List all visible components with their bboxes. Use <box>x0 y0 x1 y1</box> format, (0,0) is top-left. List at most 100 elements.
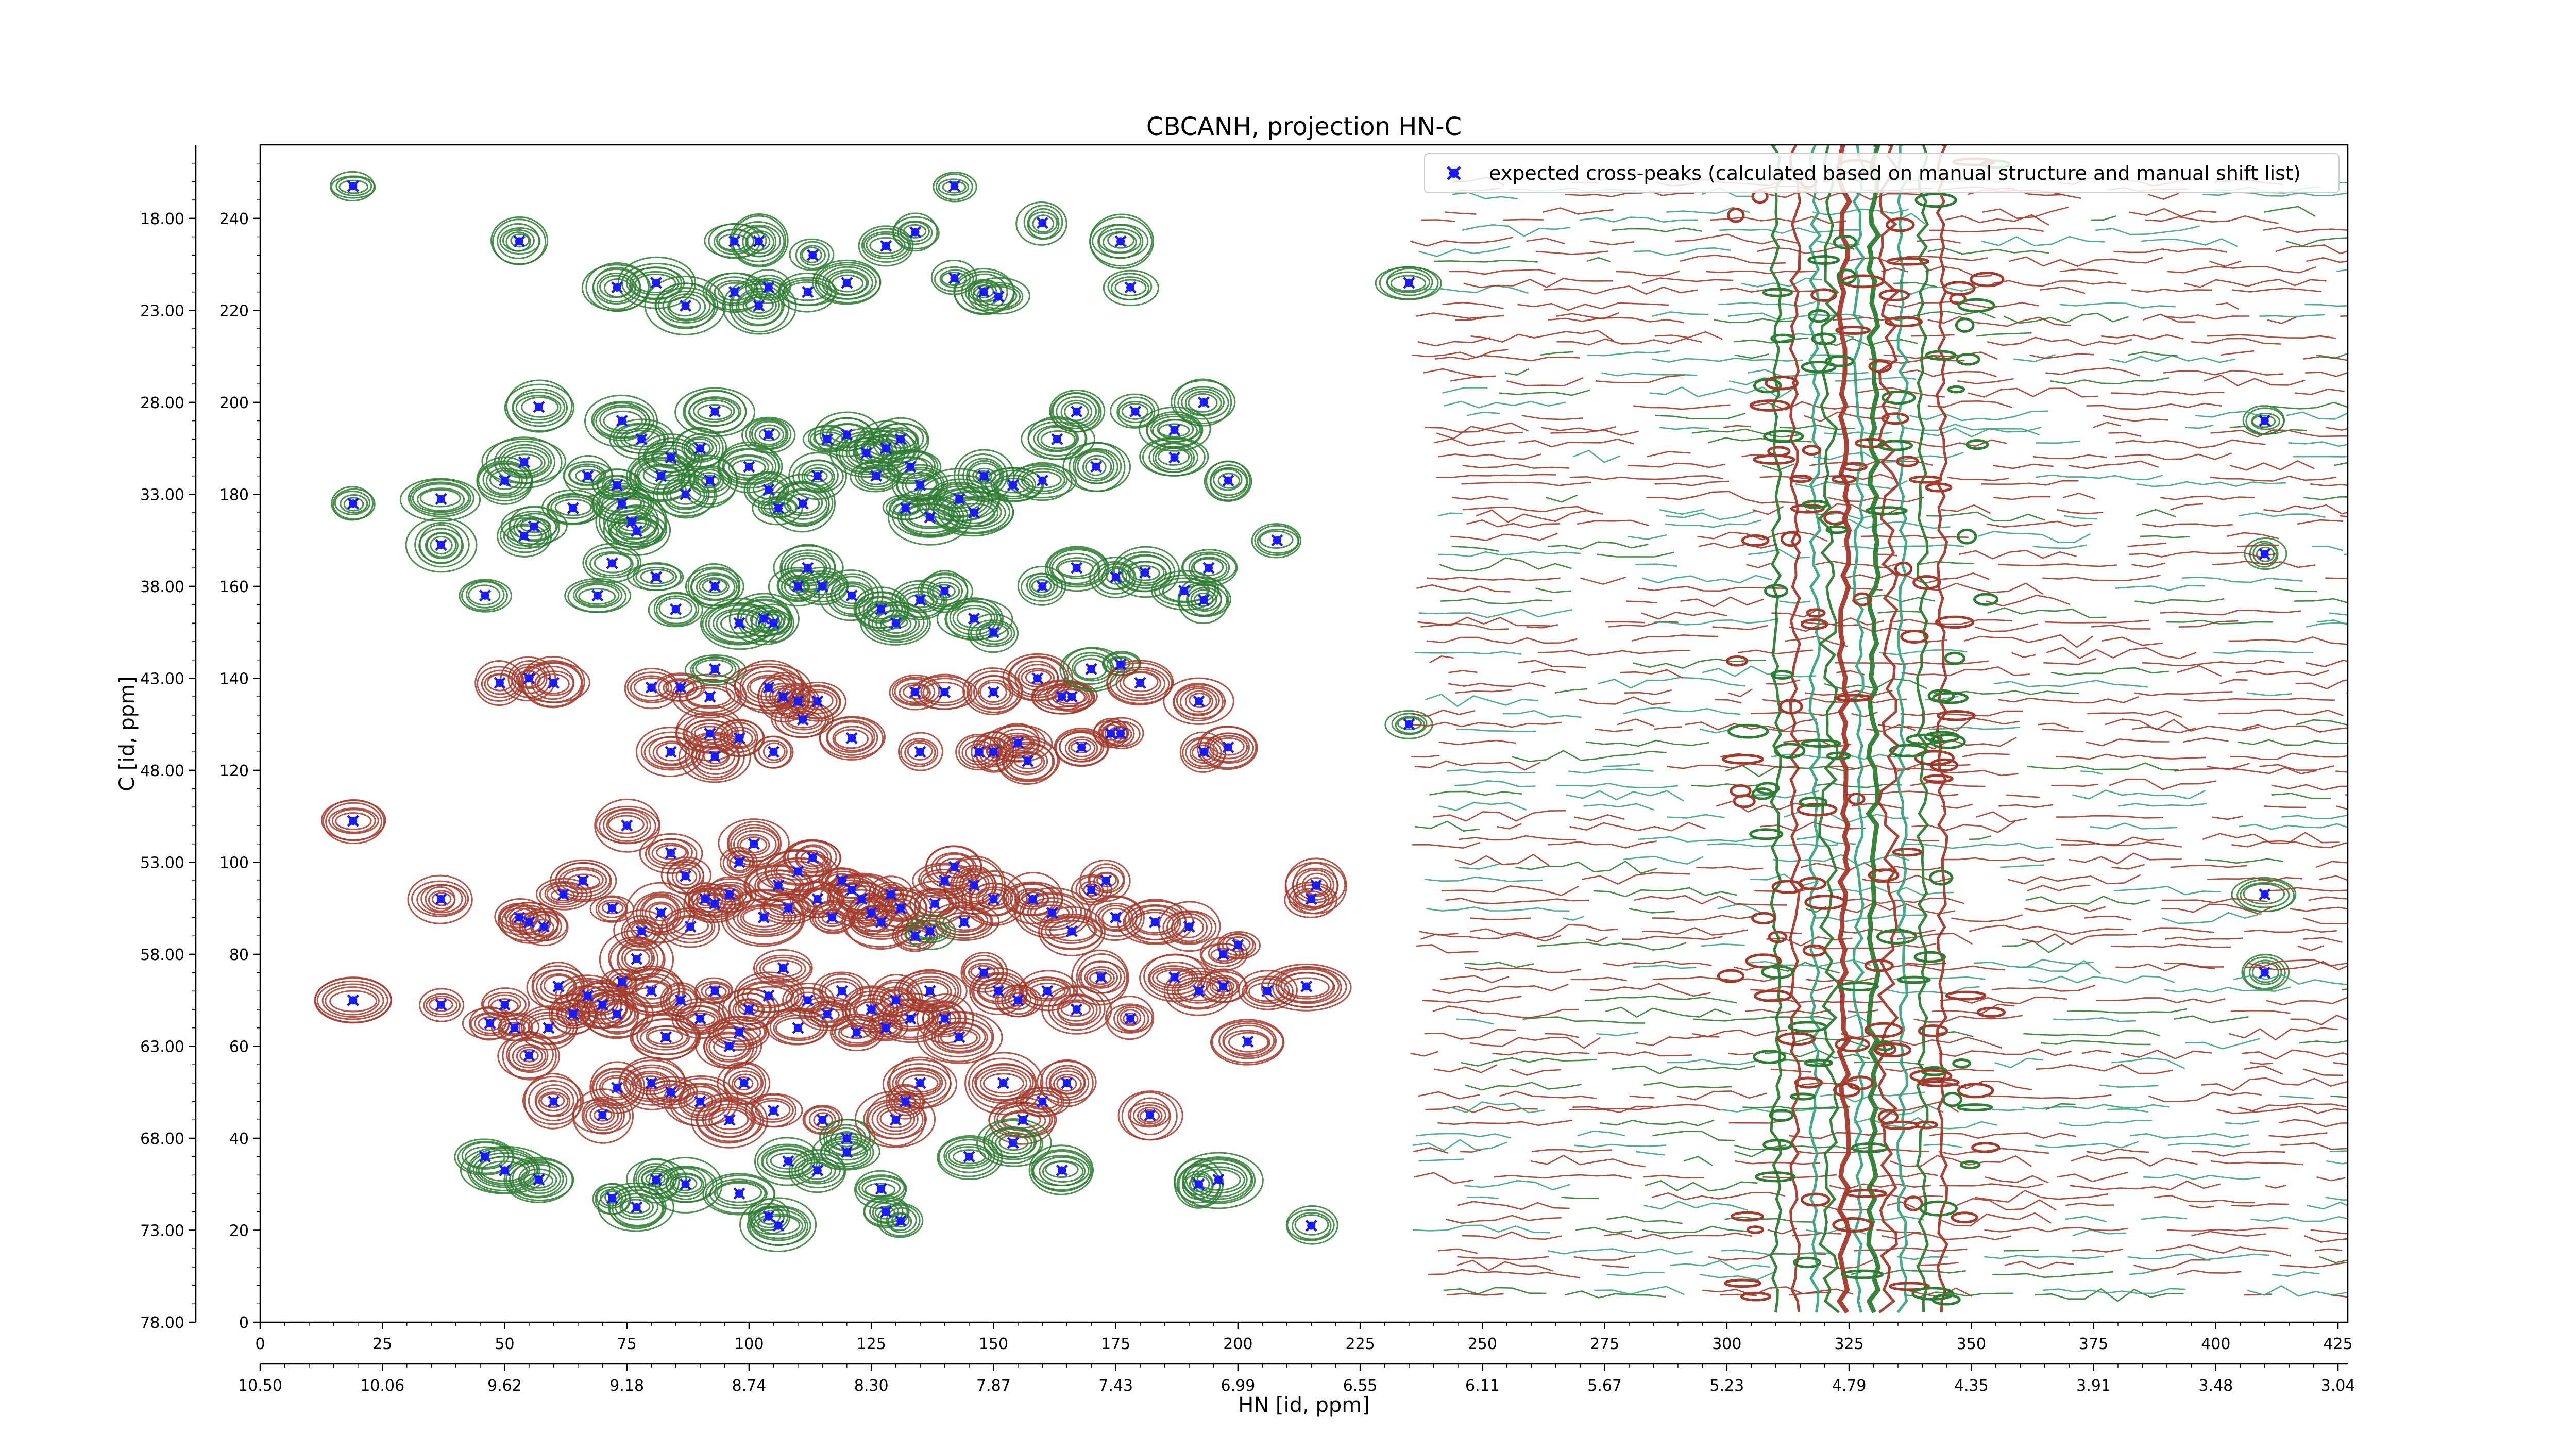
expected-cross-peak-marker <box>767 617 779 629</box>
expected-cross-peak-marker <box>938 686 951 698</box>
x-ppm-tick-label: 8.74 <box>732 1377 767 1395</box>
expected-cross-peak-marker <box>631 525 643 537</box>
positive-peak-contour <box>722 278 797 335</box>
expected-cross-peak-marker <box>890 617 902 629</box>
expected-cross-peak-marker <box>928 898 941 910</box>
negative-peak-contour <box>943 855 1006 915</box>
y-index-tick-label: 40 <box>229 1130 249 1148</box>
expected-cross-peak-marker <box>909 686 922 698</box>
expected-cross-peak-marker <box>611 1008 623 1020</box>
y-ppm-tick-label: 58.00 <box>140 946 184 964</box>
expected-cross-peak-marker <box>1031 672 1044 684</box>
expected-cross-peak-marker <box>2259 888 2271 901</box>
expected-cross-peak-marker <box>635 433 648 445</box>
expected-cross-peak-marker <box>900 502 912 514</box>
expected-cross-peak-marker <box>606 902 618 915</box>
expected-cross-peak-marker <box>582 470 594 482</box>
expected-cross-peak-marker <box>841 277 853 289</box>
expected-cross-peak-marker <box>855 893 868 905</box>
expected-cross-peak-marker <box>1075 741 1088 753</box>
x-index-tick-label: 175 <box>1101 1335 1130 1353</box>
x-index-tick-label: 225 <box>1345 1335 1375 1353</box>
expected-cross-peak-marker <box>977 967 990 979</box>
expected-cross-peak-marker <box>347 815 359 827</box>
expected-cross-peak-marker <box>806 249 819 261</box>
expected-cross-peak-marker <box>772 1220 785 1232</box>
expected-cross-peak-marker <box>938 874 951 887</box>
expected-cross-peak-marker <box>1124 1013 1137 1025</box>
expected-cross-peak-marker <box>811 470 824 482</box>
expected-cross-peak-marker <box>670 603 682 616</box>
expected-cross-peak-marker <box>528 520 540 533</box>
expected-cross-peak-marker <box>645 681 657 694</box>
x-ppm-tick-label: 3.91 <box>2076 1377 2111 1395</box>
expected-cross-peak-marker <box>1114 727 1127 740</box>
expected-cross-peak-marker <box>498 475 511 487</box>
positive-peak-contour <box>497 515 552 558</box>
x-ppm-tick-label: 9.62 <box>487 1377 522 1395</box>
positive-peak-contour <box>638 433 703 482</box>
x-ppm-tick-label: 5.23 <box>1709 1377 1744 1395</box>
expected-cross-peak-marker <box>1261 985 1274 997</box>
expected-cross-peak-marker <box>674 681 687 694</box>
x-index-axis: 0 25 50 75 100 125 150 175 200 225 250 275 300 325 350… <box>255 1322 2353 1353</box>
expected-cross-peak-marker <box>552 980 565 992</box>
expected-cross-peak-marker <box>1007 1137 1019 1149</box>
positive-peak-contour <box>460 1145 551 1194</box>
expected-cross-peak-marker <box>523 916 535 929</box>
expected-cross-peak-marker <box>880 1206 892 1218</box>
expected-cross-peak-marker <box>953 1031 965 1043</box>
positive-peak-contour <box>504 379 574 433</box>
positive-peak-contour <box>704 223 767 259</box>
x-index-tick-label: 125 <box>857 1335 886 1353</box>
expected-cross-peak-marker <box>1065 925 1078 937</box>
positive-peak-contour <box>788 452 848 500</box>
expected-cross-peak-marker <box>811 695 824 707</box>
positive-peak-contour <box>405 517 478 573</box>
expected-cross-peak-marker <box>743 461 755 473</box>
expected-cross-peak-marker <box>650 1173 663 1186</box>
y-ppm-tick-label: 53.00 <box>140 854 184 872</box>
y-index-tick-label: 160 <box>219 578 249 596</box>
positive-peak-contour <box>648 592 703 628</box>
expected-cross-peak-marker <box>963 1151 975 1163</box>
positive-peak-contour <box>936 597 1013 642</box>
negative-peak-contour <box>1037 1059 1097 1107</box>
expected-cross-peak-marker <box>987 626 999 638</box>
x-index-tick-label: 75 <box>617 1335 637 1353</box>
expected-cross-peak-marker <box>733 856 745 868</box>
expected-cross-peak-marker <box>875 603 887 616</box>
expected-cross-peak-marker <box>680 488 692 500</box>
expected-cross-peak-marker <box>1403 718 1415 731</box>
x-ppm-tick-label: 10.50 <box>238 1377 282 1395</box>
x-ppm-tick-label: 4.79 <box>1832 1377 1867 1395</box>
expected-cross-peak-marker <box>1193 695 1205 707</box>
y-index-tick-label: 180 <box>219 486 249 504</box>
negative-peak-contour <box>1099 717 1144 749</box>
positive-peak-contour <box>674 387 756 437</box>
positive-peak-contour <box>1174 1152 1264 1209</box>
negative-peak-contour <box>897 732 943 771</box>
expected-cross-peak-marker <box>900 1096 912 1108</box>
expected-cross-peak-marker <box>987 686 999 698</box>
positive-peak-contour <box>739 1197 817 1253</box>
expected-cross-peak-marker <box>498 1164 511 1176</box>
expected-cross-peak-marker <box>924 511 936 524</box>
expected-cross-peak-marker <box>792 1022 804 1034</box>
expected-cross-peak-marker <box>890 1114 902 1126</box>
expected-cross-peak-marker <box>1134 677 1146 689</box>
legend: expected cross-peaks (calculated based o… <box>1424 153 2340 193</box>
expected-cross-peak-marker <box>880 1022 892 1034</box>
expected-cross-peak-marker <box>606 557 618 569</box>
negative-peak-contour <box>1106 660 1174 706</box>
expected-cross-peak-marker <box>1193 985 1205 997</box>
x-ppm-tick-label: 3.48 <box>2198 1377 2233 1395</box>
expected-cross-peak-marker <box>753 299 765 312</box>
expected-cross-peak-marker <box>665 746 677 758</box>
expected-cross-peak-marker <box>591 589 604 602</box>
expected-cross-peak-marker <box>660 1031 672 1043</box>
expected-cross-peak-marker <box>1110 911 1122 924</box>
expected-cross-peak-marker <box>680 1178 692 1190</box>
y-index-tick-label: 80 <box>229 946 249 964</box>
